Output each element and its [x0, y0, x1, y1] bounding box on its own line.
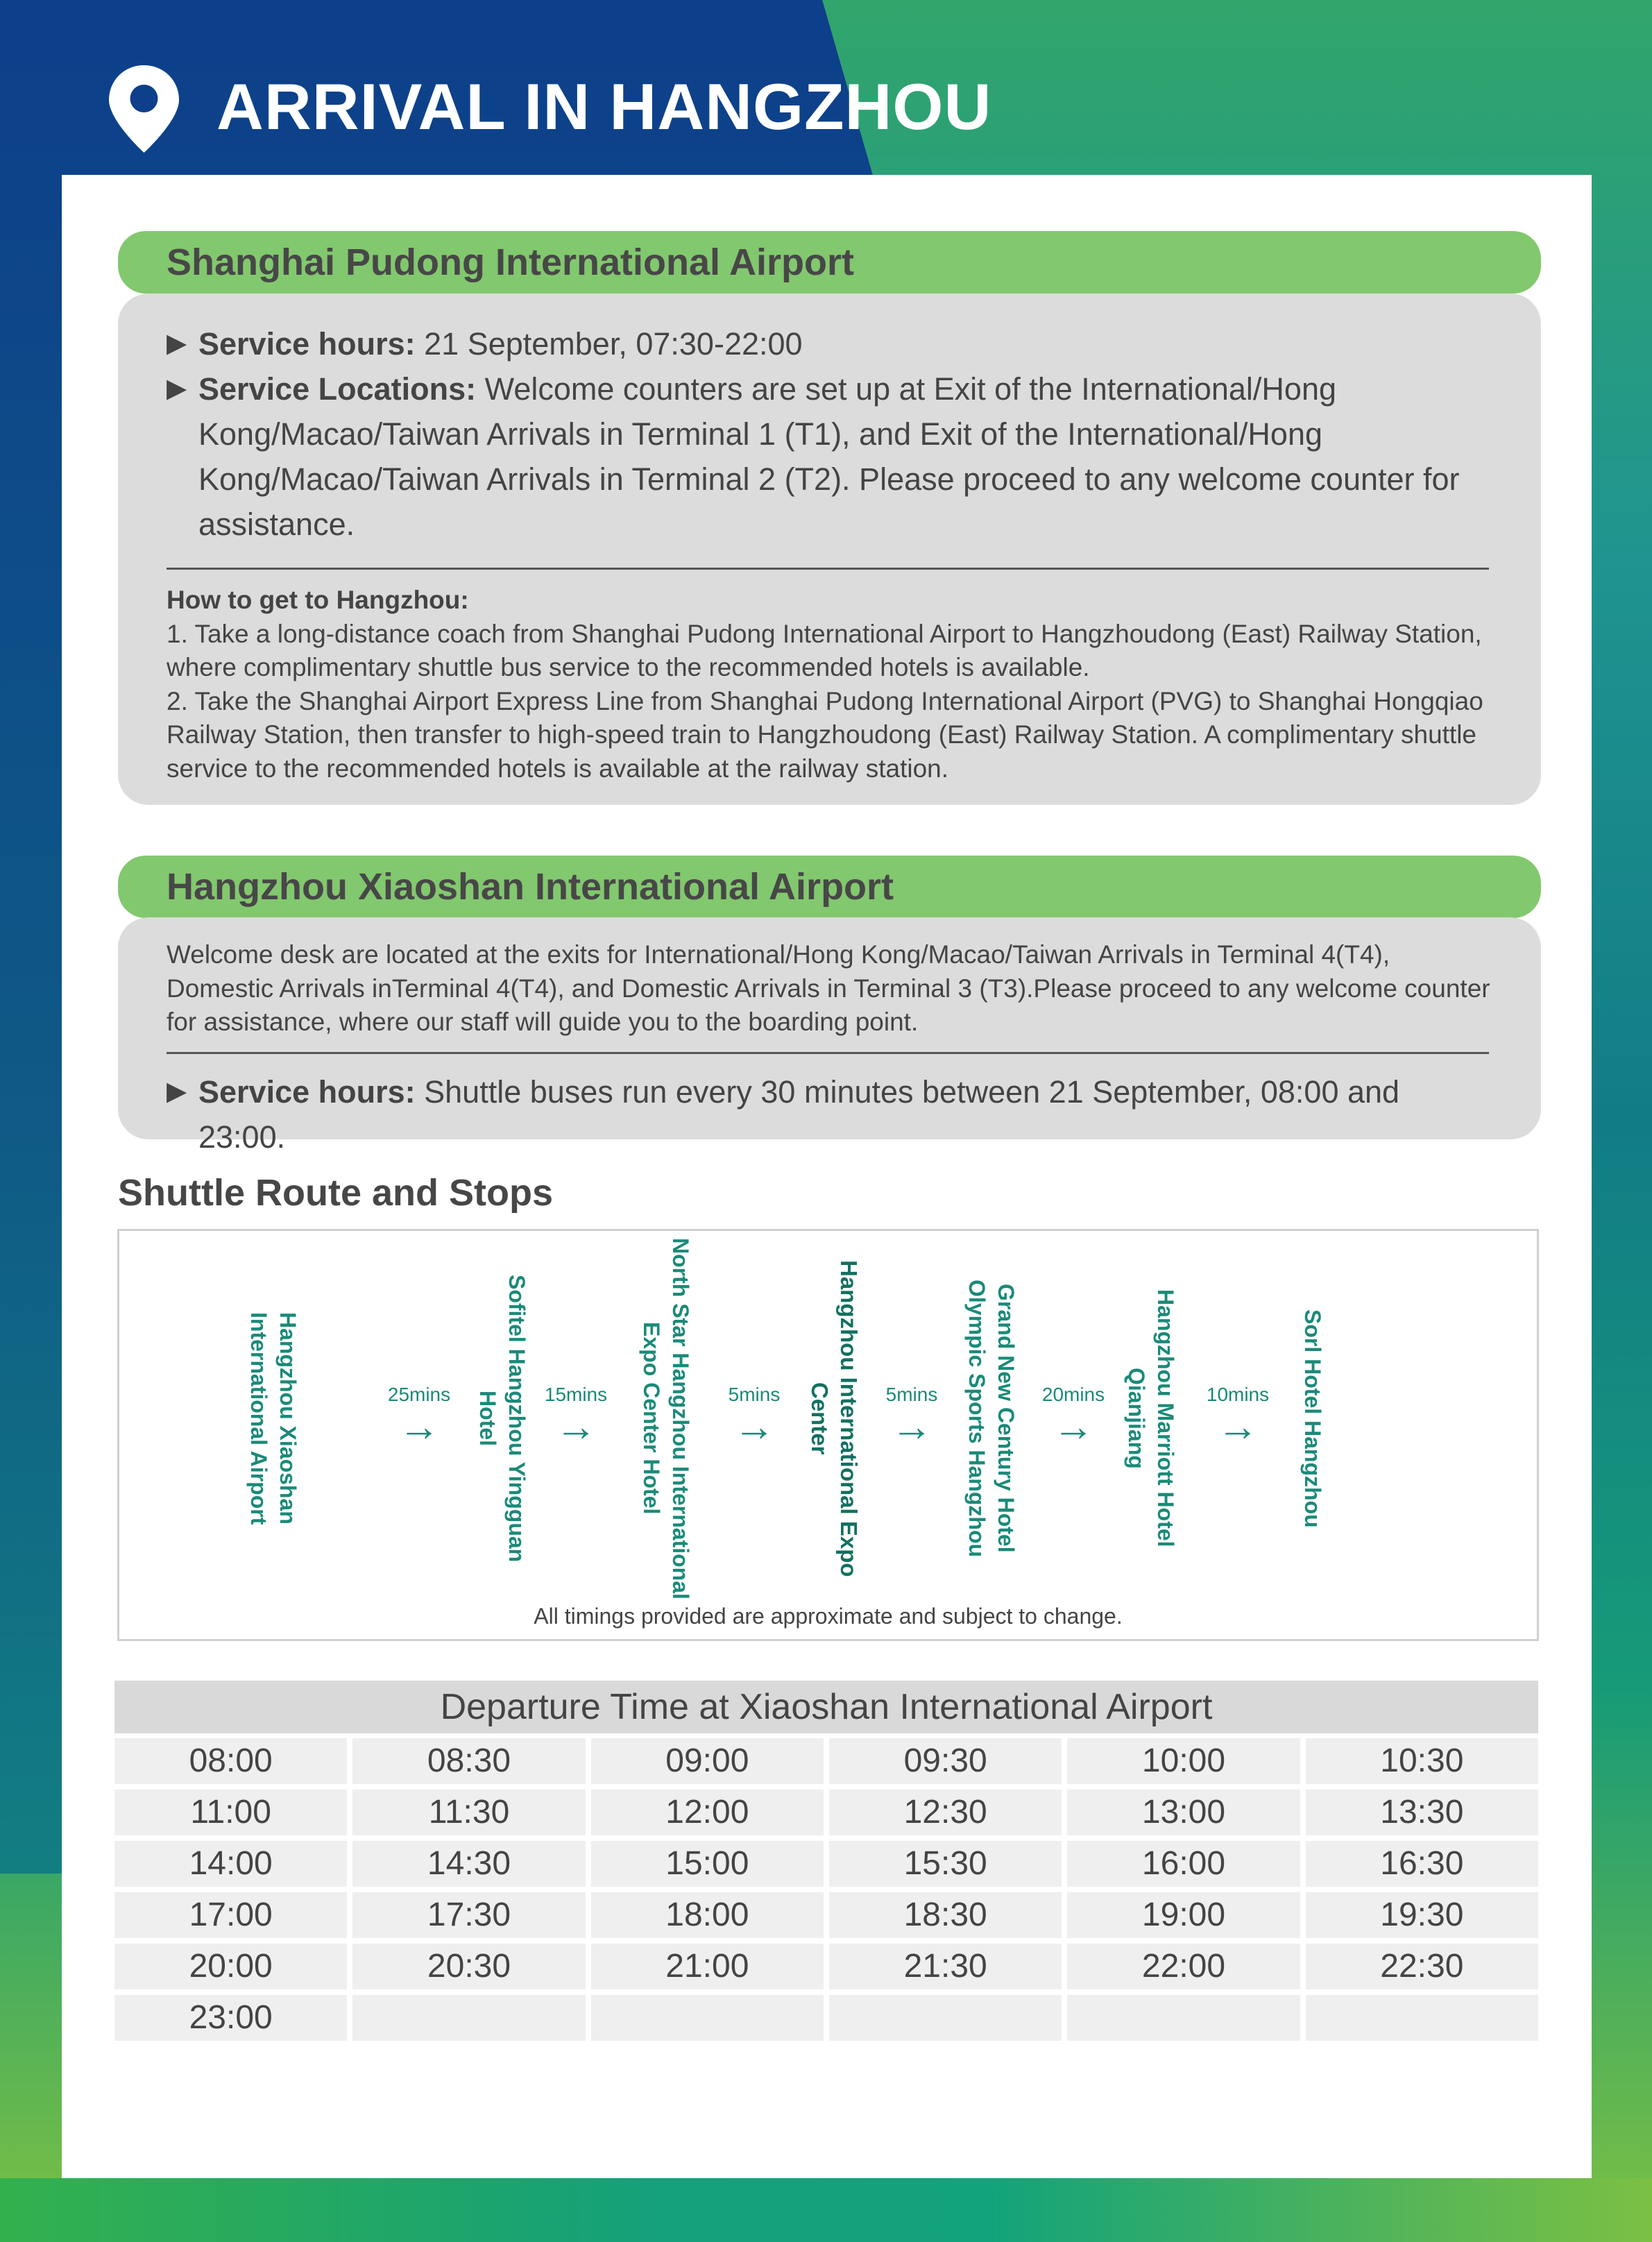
departure-time-cell: 11:30 [352, 1790, 586, 1835]
arrow-right-icon: → [398, 1403, 440, 1450]
departure-time-cell: 14:30 [352, 1841, 586, 1887]
departure-time-cell: 10:00 [1067, 1738, 1300, 1784]
departure-time-cell: 23:00 [114, 1995, 348, 2041]
departure-time-cell [1305, 1995, 1538, 2041]
route-stop: Sofitel Hangzhou Yingguan Hotel [475, 1274, 529, 1563]
departure-time-cell: 11:00 [114, 1790, 348, 1835]
departure-time-cell: 22:30 [1305, 1944, 1538, 1989]
departure-time-cell: 18:30 [829, 1892, 1062, 1938]
departure-time-cell: 09:00 [590, 1738, 824, 1784]
arrow-right-icon: → [1052, 1403, 1094, 1450]
triangle-bullet-icon: ▶ [167, 329, 187, 358]
route-stop: North Star Hangzhou International Expo C… [639, 1237, 693, 1599]
background-bottom [0, 2178, 1652, 2242]
arrow-right-icon: → [733, 1403, 775, 1450]
departure-time-cell: 15:00 [590, 1841, 824, 1887]
departure-time-cell: 15:30 [829, 1841, 1062, 1887]
pudong-service-hours: ▶ Service hours: 21 September, 07:30-22:0… [118, 321, 1541, 366]
xiaoshan-panel: Welcome desk are located at the exits fo… [118, 917, 1541, 1155]
departure-time-cell: 17:00 [114, 1892, 348, 1938]
departure-time-cell: 19:30 [1305, 1892, 1538, 1938]
departure-time-cell: 08:00 [114, 1738, 348, 1784]
departure-time-cell [352, 1995, 586, 2041]
departure-time-cell: 22:00 [1067, 1944, 1300, 1989]
route-diagram: Hangzhou Xiaoshan International Airport … [117, 1229, 1539, 1641]
triangle-bullet-icon: ▶ [167, 1076, 187, 1106]
departure-time-cell: 17:30 [352, 1892, 586, 1938]
howto-step-2: 2. Take the Shanghai Airport Express Lin… [167, 686, 1483, 783]
divider [167, 1051, 1489, 1054]
departure-time-cell: 19:00 [1067, 1892, 1300, 1938]
departure-table: 08:00 08:30 09:00 09:30 10:00 10:30 11:00 11:30… [114, 1738, 1538, 2041]
departure-time-cell: 13:00 [1067, 1790, 1300, 1835]
howto-step-1: 1. Take a long-distance coach from Shang… [167, 619, 1482, 682]
departure-time-cell: 21:00 [590, 1944, 824, 1989]
departure-time-cell: 20:00 [114, 1944, 348, 1989]
route-segment: 10mins → [1206, 1384, 1270, 1450]
departure-time-cell: 14:00 [114, 1841, 348, 1887]
location-pin-icon [109, 65, 179, 153]
departure-time-cell [829, 1995, 1062, 2041]
xiaoshan-service-hours: ▶ Service hours: Shuttle buses run every … [118, 1069, 1541, 1160]
route-stop: Hangzhou International Expo Center [807, 1259, 862, 1577]
route-segment: 20mins → [1041, 1384, 1105, 1450]
route-segment: 15mins → [544, 1384, 608, 1450]
route-stop: Sorl Hotel Hangzhou [1300, 1309, 1325, 1528]
departure-time-cell: 13:30 [1305, 1790, 1538, 1835]
xiaoshan-heading: Hangzhou Xiaoshan International Airport [118, 856, 1541, 918]
content-card: Shanghai Pudong International Airport ▶ S… [62, 175, 1592, 2178]
xiaoshan-description: Welcome desk are located at the exits fo… [167, 940, 1490, 1036]
departure-time-cell [590, 1995, 824, 2041]
departure-time-cell: 16:30 [1305, 1841, 1538, 1887]
departure-time-cell: 21:30 [829, 1944, 1062, 1989]
pudong-panel: ▶ Service hours: 21 September, 07:30-22:0… [118, 294, 1541, 805]
departure-time-cell: 16:00 [1067, 1841, 1300, 1887]
departure-time-cell: 20:30 [352, 1944, 586, 1989]
arrow-right-icon: → [1216, 1403, 1259, 1450]
pudong-service-locations: ▶ Service Locations: Welcome counters are… [118, 366, 1541, 547]
divider [167, 568, 1489, 570]
departure-time-cell: 12:30 [829, 1790, 1062, 1835]
departure-time-cell: 12:00 [590, 1790, 824, 1835]
triangle-bullet-icon: ▶ [167, 374, 187, 403]
departure-time-cell: 09:30 [829, 1738, 1062, 1784]
route-title: Shuttle Route and Stops [118, 1172, 553, 1214]
route-stop: Hangzhou Marriott Hotel Qianjiang [1124, 1289, 1178, 1547]
departure-time-cell: 08:30 [352, 1738, 586, 1784]
howto-title: How to get to Hangzhou: [167, 586, 469, 614]
route-stop: Hangzhou Xiaoshan International Airport [246, 1311, 300, 1525]
page-title: ARRIVAL IN HANGZHOU [216, 70, 992, 143]
route-segment: 5mins → [728, 1384, 781, 1450]
departure-table-title: Departure Time at Xiaoshan International… [114, 1681, 1538, 1733]
route-segment: 25mins → [387, 1384, 451, 1450]
pudong-heading: Shanghai Pudong International Airport [118, 231, 1541, 294]
route-segment: 5mins → [885, 1384, 938, 1450]
departure-time-cell: 10:30 [1305, 1738, 1538, 1784]
arrow-right-icon: → [554, 1403, 597, 1450]
arrow-right-icon: → [890, 1403, 933, 1450]
route-note: All timings provided are approximate and… [534, 1604, 1123, 1629]
departure-time-cell [1067, 1995, 1300, 2041]
departure-time-cell: 18:00 [590, 1892, 824, 1938]
route-stop: Grand New Century Hotel Olympic Sports H… [964, 1279, 1019, 1558]
